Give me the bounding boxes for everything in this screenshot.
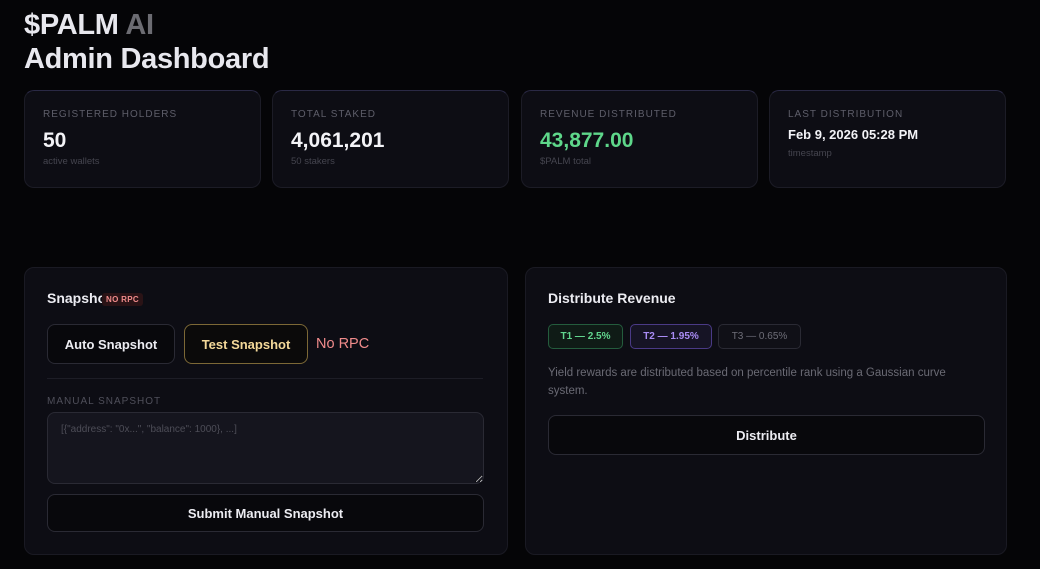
stat-value: 4,061,201	[291, 129, 385, 152]
stat-label: REVENUE DISTRIBUTED	[540, 109, 677, 120]
stat-card-registered-holders: REGISTERED HOLDERS 50 active wallets	[24, 90, 261, 188]
stat-sub: timestamp	[788, 148, 832, 159]
distribute-title: Distribute Revenue	[548, 290, 676, 306]
stat-card-revenue-distributed: REVENUE DISTRIBUTED 43,877.00 $PALM tota…	[521, 90, 758, 188]
stat-sub: active wallets	[43, 156, 100, 167]
stat-label: TOTAL STAKED	[291, 109, 376, 120]
divider	[47, 378, 483, 379]
tier-badge-t1: T1 — 2.5%	[548, 324, 623, 349]
submit-manual-snapshot-button[interactable]: Submit Manual Snapshot	[47, 494, 484, 532]
stat-sub: 50 stakers	[291, 156, 335, 167]
stat-value: 50	[43, 129, 67, 152]
test-snapshot-button[interactable]: Test Snapshot	[184, 324, 308, 364]
tier-badge-t3: T3 — 0.65%	[718, 324, 801, 349]
distribute-button[interactable]: Distribute	[548, 415, 985, 455]
manual-snapshot-input[interactable]	[47, 412, 484, 484]
stat-card-last-distribution: LAST DISTRIBUTION Feb 9, 2026 05:28 PM t…	[769, 90, 1006, 188]
auto-snapshot-button[interactable]: Auto Snapshot	[47, 324, 175, 364]
snapshot-title: Snapshot	[47, 290, 111, 306]
stat-sub: $PALM total	[540, 156, 592, 167]
stat-value: Feb 9, 2026 05:28 PM	[788, 127, 919, 142]
no-rpc-badge: NO RPC	[102, 293, 143, 306]
stat-card-total-staked: TOTAL STAKED 4,061,201 50 stakers	[272, 90, 509, 188]
manual-snapshot-label: MANUAL SNAPSHOT	[47, 396, 162, 407]
rpc-status-text: No RPC	[316, 336, 370, 352]
stat-label: REGISTERED HOLDERS	[43, 109, 178, 120]
brand-suffix: AI	[125, 9, 154, 41]
stat-value: 43,877.00	[540, 129, 634, 152]
distribute-panel: Distribute Revenue T1 — 2.5% T2 — 1.95% …	[525, 267, 1007, 555]
snapshot-panel: Snapshot NO RPC Auto Snapshot Test Snaps…	[24, 267, 508, 555]
distribution-description: Yield rewards are distributed based on p…	[548, 367, 946, 397]
stat-label: LAST DISTRIBUTION	[788, 109, 904, 120]
dashboard-title: Admin Dashboard	[24, 43, 270, 75]
brand-name: $PALM	[24, 9, 119, 41]
tier-badge-t2: T2 — 1.95%	[630, 324, 712, 349]
page-title: $PALM AI Admin Dashboard	[24, 8, 270, 76]
